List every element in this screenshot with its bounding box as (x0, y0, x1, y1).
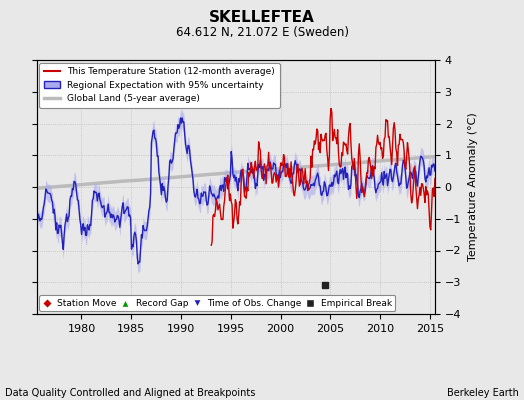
Text: Data Quality Controlled and Aligned at Breakpoints: Data Quality Controlled and Aligned at B… (5, 388, 256, 398)
Text: 64.612 N, 21.072 E (Sweden): 64.612 N, 21.072 E (Sweden) (176, 26, 348, 39)
Text: Berkeley Earth: Berkeley Earth (447, 388, 519, 398)
Legend: Station Move, Record Gap, Time of Obs. Change, Empirical Break: Station Move, Record Gap, Time of Obs. C… (39, 295, 396, 311)
Y-axis label: Temperature Anomaly (°C): Temperature Anomaly (°C) (468, 113, 478, 261)
Text: SKELLEFTEA: SKELLEFTEA (209, 10, 315, 25)
